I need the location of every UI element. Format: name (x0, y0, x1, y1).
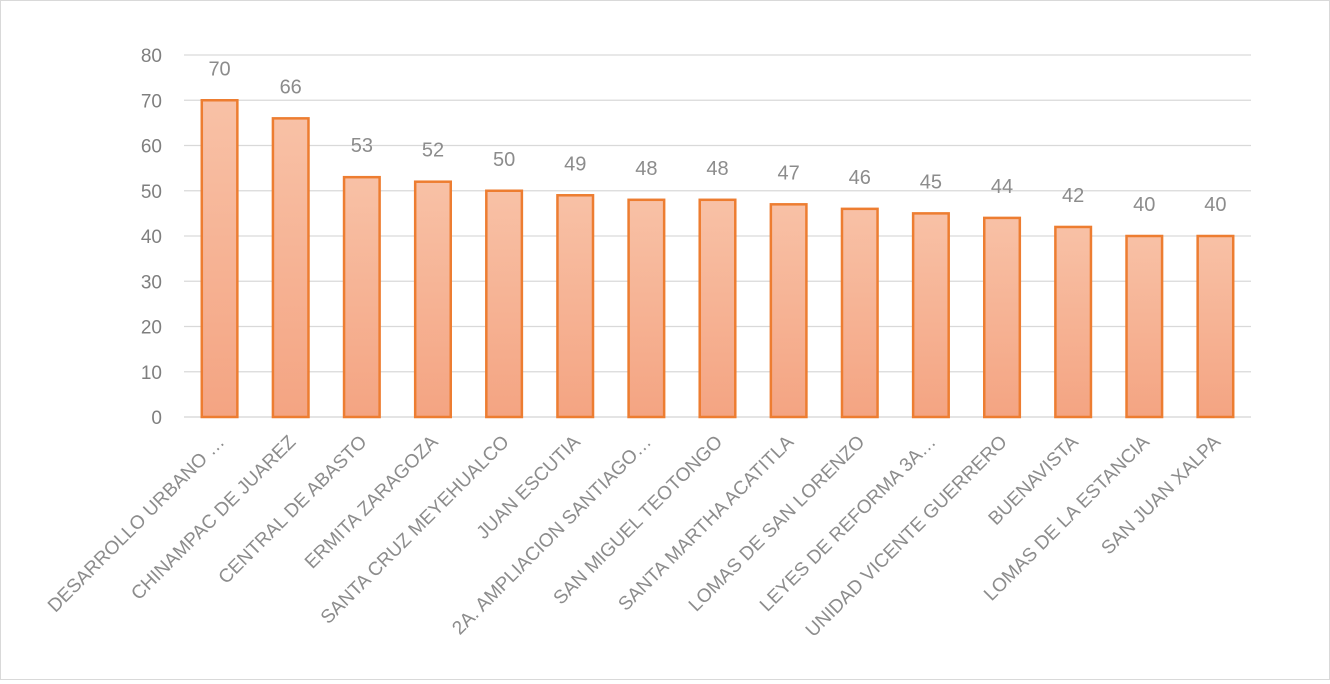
data-labels: 70 66 53 52 50 49 48 48 47 46 45 44 42 40 40 (208, 58, 1226, 216)
y-tick-label: 0 (151, 408, 162, 429)
bar (1054, 225, 1093, 419)
data-label: 42 (1062, 185, 1084, 207)
data-label: 52 (422, 140, 444, 162)
bar (1125, 234, 1164, 419)
data-label: 70 (208, 58, 230, 80)
data-label: 45 (920, 171, 942, 193)
y-tick-label: 30 (141, 272, 162, 293)
bar (911, 212, 950, 419)
x-tick-label: ERMITA ZARAGOZA (301, 431, 443, 573)
bar (556, 194, 595, 419)
bar (840, 207, 879, 419)
y-tick-label: 40 (141, 227, 162, 248)
y-tick-label: 20 (141, 318, 162, 339)
x-tick-label: CENTRAL DE ABASTO (215, 432, 372, 589)
data-label: 44 (991, 176, 1013, 198)
bar (200, 99, 239, 419)
bar (769, 203, 808, 419)
data-label: 47 (778, 162, 800, 184)
data-label: 40 (1204, 194, 1226, 216)
bar (342, 175, 381, 419)
data-label: 53 (351, 135, 373, 157)
x-axis-ticks: DESARROLLO URBANO …CHINAMPAC DE JUAREZCE… (44, 431, 1225, 641)
data-label: 46 (849, 167, 871, 189)
y-axis-ticks: 0 10 20 30 40 50 60 70 80 (141, 46, 162, 429)
y-tick-label: 10 (141, 363, 162, 384)
bar (627, 198, 666, 419)
bars (200, 99, 1235, 419)
y-tick-label: 70 (141, 91, 162, 112)
bar (485, 189, 524, 419)
bar (271, 117, 310, 419)
data-label: 49 (564, 153, 586, 175)
y-tick-label: 60 (141, 137, 162, 158)
data-label: 40 (1133, 194, 1155, 216)
x-tick-label: SAN JUAN XALPA (1098, 431, 1226, 559)
y-tick-label: 80 (141, 46, 162, 67)
data-label: 50 (493, 149, 515, 171)
y-tick-label: 50 (141, 182, 162, 203)
bar (1196, 234, 1235, 419)
bar (983, 216, 1022, 419)
data-label: 48 (635, 158, 657, 180)
bar (413, 180, 452, 419)
data-label: 48 (706, 158, 728, 180)
bar (698, 198, 737, 419)
data-label: 66 (280, 76, 302, 98)
